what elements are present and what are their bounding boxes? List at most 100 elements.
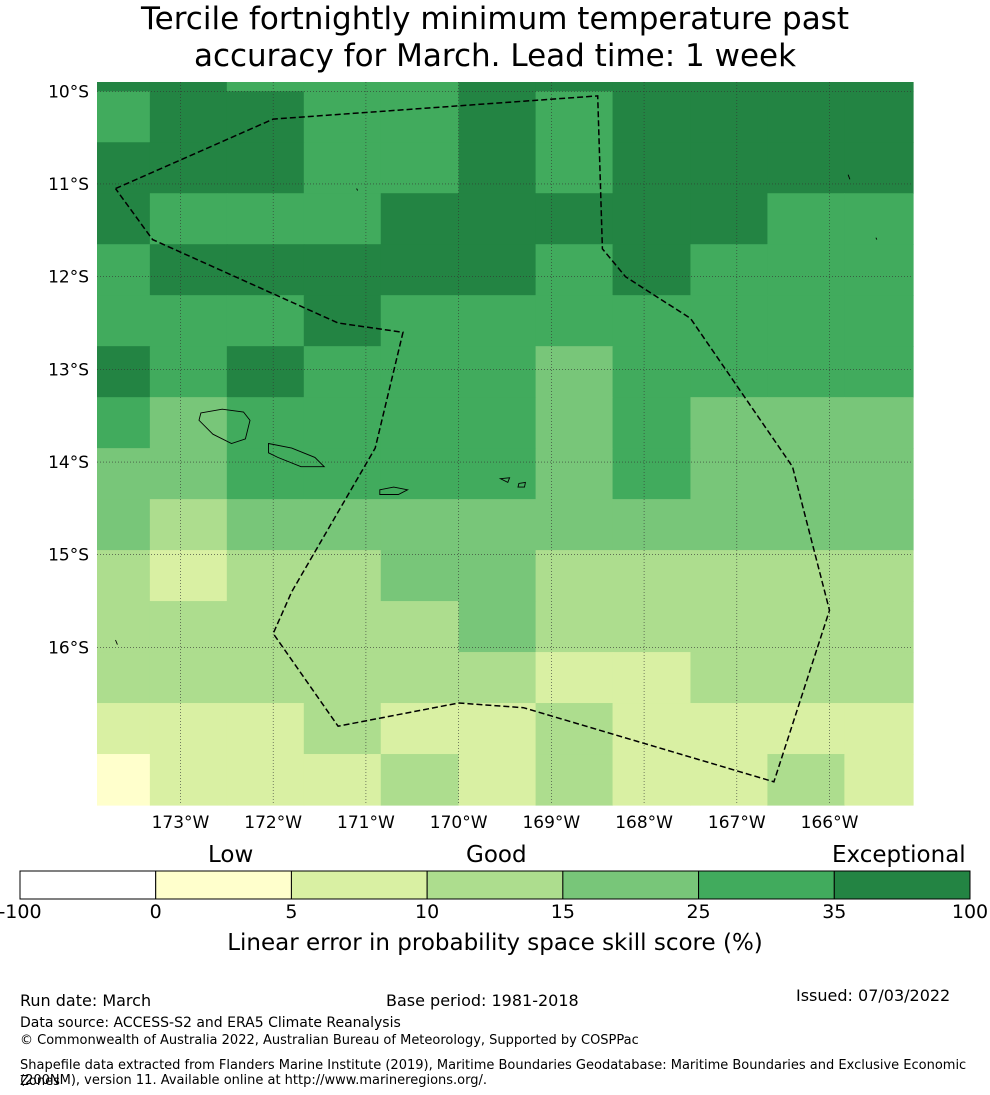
grid-cell xyxy=(844,142,914,194)
grid-cell xyxy=(767,754,845,806)
data-source: Data source: ACCESS-S2 and ERA5 Climate … xyxy=(20,1015,401,1031)
latitude-label: 16°S xyxy=(48,638,89,658)
grid-cell xyxy=(226,499,305,551)
grid-cell xyxy=(690,193,769,245)
grid-cell xyxy=(535,91,614,143)
colorbar-word-exceptional: Exceptional xyxy=(832,842,966,868)
grid-cell xyxy=(380,601,460,653)
grid-cell xyxy=(303,601,382,653)
grid-cell xyxy=(844,295,914,347)
grid-cell xyxy=(535,295,614,347)
grid-cell xyxy=(767,142,845,194)
grid-cell xyxy=(458,703,537,755)
grid-cell xyxy=(535,550,614,602)
grid-cell xyxy=(303,397,382,449)
grid-cell xyxy=(303,142,382,194)
longitude-label: 167°W xyxy=(708,813,766,833)
grid-cell xyxy=(612,499,692,551)
copyright: © Commonwealth of Australia 2022, Austra… xyxy=(20,1033,639,1048)
grid-cell xyxy=(612,754,692,806)
grid-cell xyxy=(149,346,228,398)
grid-cell xyxy=(97,754,151,806)
island-outline xyxy=(498,477,511,484)
island-outline xyxy=(875,237,878,240)
grid-cell xyxy=(612,448,692,500)
eez-boundary xyxy=(114,95,831,783)
island-outline xyxy=(268,442,326,468)
skill-grid xyxy=(97,82,914,806)
grid-cell xyxy=(767,244,845,296)
grid-cell xyxy=(844,448,914,500)
grid-cell xyxy=(303,754,382,806)
latitude-label: 15°S xyxy=(48,546,89,566)
grid-cell xyxy=(690,397,769,449)
grid-cell xyxy=(226,346,305,398)
colorbar-tick-label: 0 xyxy=(149,901,162,923)
grid-cell xyxy=(303,448,382,500)
grid-cell xyxy=(97,193,151,245)
grid-cell xyxy=(844,601,914,653)
grid-cell xyxy=(149,703,228,755)
grid-cell xyxy=(97,499,151,551)
grid-cell xyxy=(535,601,614,653)
grid-cell xyxy=(380,295,460,347)
grid-cell xyxy=(844,652,914,704)
grid-cell xyxy=(767,703,845,755)
grid-cell xyxy=(535,397,614,449)
grid-cell xyxy=(844,346,914,398)
grid-cell xyxy=(844,244,914,296)
grid-cell xyxy=(690,448,769,500)
grid-cell xyxy=(380,193,460,245)
grid-cell xyxy=(535,703,614,755)
longitude-label: 169°W xyxy=(522,813,580,833)
island-outline xyxy=(356,188,358,191)
grid-cell xyxy=(612,601,692,653)
grid-cell xyxy=(690,142,769,194)
grid-cell xyxy=(767,499,845,551)
colorbar-word-good: Good xyxy=(466,842,527,868)
grid-cell xyxy=(97,142,151,194)
longitude-label: 168°W xyxy=(615,813,673,833)
grid-cell xyxy=(690,703,769,755)
grid-cell xyxy=(380,550,460,602)
grid-cell xyxy=(458,397,537,449)
grid-cell xyxy=(149,244,228,296)
island-outline xyxy=(517,481,526,488)
latitude-label: 14°S xyxy=(48,453,89,473)
grid-cell xyxy=(303,193,382,245)
map-title-line-1: Tercile fortnightly minimum temperature … xyxy=(141,1,849,37)
grid-cell xyxy=(535,244,614,296)
grid-cell xyxy=(458,244,537,296)
grid-cell xyxy=(535,346,614,398)
grid-cell xyxy=(97,346,151,398)
grid-cell xyxy=(226,550,305,602)
colorbar-segment xyxy=(19,870,157,900)
grid-cell xyxy=(844,703,914,755)
grid-cell xyxy=(612,652,692,704)
grid-cell xyxy=(380,82,460,92)
grid-cell xyxy=(844,193,914,245)
colorbar-label: Linear error in probability space skill … xyxy=(227,930,763,956)
grid-cell xyxy=(612,193,692,245)
grid-cell xyxy=(97,295,151,347)
grid-cell xyxy=(844,499,914,551)
grid-cell xyxy=(690,601,769,653)
longitude-label: 173°W xyxy=(152,813,210,833)
grid-cell xyxy=(535,499,614,551)
longitude-label: 170°W xyxy=(430,813,488,833)
grid-cell xyxy=(97,244,151,296)
grid-cell xyxy=(458,652,537,704)
grid-cell xyxy=(380,91,460,143)
grid-cell xyxy=(226,754,305,806)
grid-cell xyxy=(458,142,537,194)
grid-cell xyxy=(690,91,769,143)
grid-cell xyxy=(458,295,537,347)
grid-cell xyxy=(690,82,769,92)
grid-cell xyxy=(535,448,614,500)
grid-cell xyxy=(303,244,382,296)
grid-cell xyxy=(535,652,614,704)
grid-cell xyxy=(767,82,845,92)
map-title-line-2: accuracy for March. Lead time: 1 week xyxy=(193,38,797,74)
longitude-label: 166°W xyxy=(801,813,859,833)
grid-cell xyxy=(380,142,460,194)
